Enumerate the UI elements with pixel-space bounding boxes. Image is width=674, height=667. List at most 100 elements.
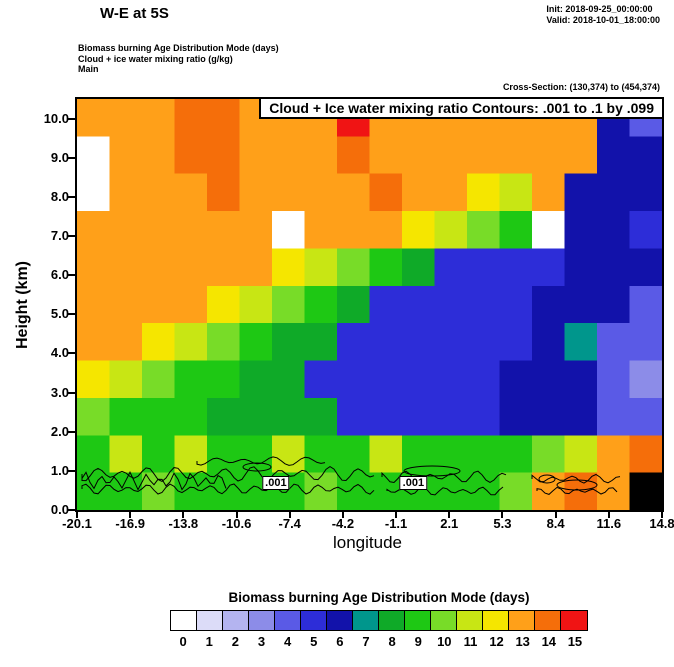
- heatmap-cell: [77, 136, 111, 175]
- heatmap-cell: [467, 285, 501, 324]
- heatmap-cell: [77, 285, 111, 324]
- mixing-ratio-contour-line: [381, 470, 507, 484]
- heatmap-cell: [629, 136, 662, 175]
- heatmap-cell: [174, 99, 208, 137]
- x-tick-label: 11.6: [596, 516, 622, 531]
- heatmap-cell: [77, 472, 111, 510]
- heatmap-cell: [142, 248, 176, 287]
- init-text: Init: 2018-09-25_00:00:00: [546, 4, 653, 14]
- x-tick-label: -16.9: [115, 516, 145, 531]
- heatmap-cell: [207, 99, 241, 137]
- heatmap-cell: [629, 435, 662, 474]
- heatmap-cell: [402, 248, 436, 287]
- heatmap-cell: [109, 397, 143, 436]
- heatmap-cell: [597, 435, 631, 474]
- colorbar-cell: [508, 610, 536, 631]
- colorbar-tick-label: 12: [489, 634, 504, 649]
- heatmap-cell: [109, 211, 143, 250]
- heatmap-cell: [207, 136, 241, 175]
- heatmap-cell: [239, 136, 273, 175]
- heatmap-cell: [402, 211, 436, 250]
- heatmap-cell: [369, 397, 403, 436]
- heatmap-cell: [597, 211, 631, 250]
- heatmap-cell: [77, 360, 111, 399]
- heatmap-cell: [272, 285, 306, 324]
- heatmap-cell: [77, 248, 111, 287]
- y-tick-label: 1.0: [50, 462, 69, 478]
- heatmap-cell: [564, 173, 598, 212]
- heatmap-cell: [434, 211, 468, 250]
- x-tick-label: -20.1: [62, 516, 92, 531]
- heatmap-cell: [77, 435, 111, 474]
- heatmap-cell: [564, 211, 598, 250]
- colorbar-tick-label: 2: [231, 634, 239, 649]
- init-valid-block: Init: 2018-09-25_00:00:00 Valid: 2018-10…: [546, 4, 660, 26]
- heatmap-cell: [402, 136, 436, 175]
- mixing-ratio-contour-line: [81, 466, 375, 482]
- heatmap-cell: [304, 323, 338, 362]
- heatmap-cell: [337, 435, 371, 474]
- heatmap-cell: [564, 397, 598, 436]
- x-tick-mark: [607, 510, 610, 518]
- x-tick-label: -4.2: [331, 516, 355, 531]
- y-tick-label: 0.0: [50, 502, 69, 517]
- heatmap-cell: [304, 211, 338, 250]
- y-tick-label: 2.0: [50, 423, 69, 439]
- colorbar-cell: [534, 610, 562, 631]
- x-tick-label: 8.4: [546, 516, 565, 531]
- x-tick-mark: [341, 510, 344, 518]
- heatmap-svg: [77, 99, 662, 510]
- colorbar-tick-label: 8: [388, 634, 396, 649]
- colorbar-boxes: [170, 610, 588, 631]
- heatmap-cell: [109, 360, 143, 399]
- heatmap-cell: [402, 360, 436, 399]
- y-tick-mark: [67, 313, 75, 316]
- mixing-ratio-contour-line: [81, 471, 227, 491]
- mixing-ratio-contour-loop: [403, 465, 461, 477]
- heatmap-cell: [532, 248, 566, 287]
- mixing-ratio-contour-loop: [538, 474, 556, 484]
- y-tick-mark: [67, 274, 75, 277]
- colorbar-cell: [196, 610, 224, 631]
- heatmap-cell: [109, 99, 143, 137]
- heatmap-cell: [369, 211, 403, 250]
- heatmap-cell: [207, 360, 241, 399]
- x-tick-label: 2.1: [440, 516, 459, 531]
- mixing-ratio-contour-loop: [242, 462, 272, 472]
- heatmap-cell: [499, 360, 533, 399]
- heatmap-cell: [597, 360, 631, 399]
- x-tick-mark: [395, 510, 398, 518]
- heatmap-cell: [304, 285, 338, 324]
- heatmap-cell: [564, 136, 598, 175]
- heatmap-cell: [499, 435, 533, 474]
- heatmap-cell: [239, 173, 273, 212]
- heatmap-cell: [272, 435, 306, 474]
- heatmap-cell: [564, 248, 598, 287]
- heatmap-cell: [629, 360, 662, 399]
- heatmap-cell: [239, 323, 273, 362]
- heatmap-cell: [629, 323, 662, 362]
- heatmap-cell: [467, 211, 501, 250]
- heatmap-cell: [142, 173, 176, 212]
- mixing-ratio-contour-line: [531, 473, 621, 484]
- colorbar: Biomass burning Age Distribution Mode (d…: [170, 590, 588, 649]
- x-tick-mark: [501, 510, 504, 518]
- heatmap-cell: [304, 435, 338, 474]
- heatmap-cell: [239, 285, 273, 324]
- heatmap-cell: [402, 435, 436, 474]
- heatmap-cell: [304, 248, 338, 287]
- heatmap-cell: [207, 323, 241, 362]
- heatmap-cell: [337, 360, 371, 399]
- x-tick-mark: [76, 510, 78, 518]
- x-tick-mark: [182, 510, 185, 518]
- heatmap-cell: [239, 248, 273, 287]
- heatmap-cell: [207, 397, 241, 436]
- x-tick-label: -13.8: [168, 516, 199, 531]
- heatmap-cell: [499, 285, 533, 324]
- heatmap-cell: [499, 211, 533, 250]
- colorbar-tick-label: 7: [362, 634, 370, 649]
- heatmap-cell: [532, 360, 566, 399]
- colorbar-cell: [170, 610, 198, 631]
- heatmap-cell: [499, 248, 533, 287]
